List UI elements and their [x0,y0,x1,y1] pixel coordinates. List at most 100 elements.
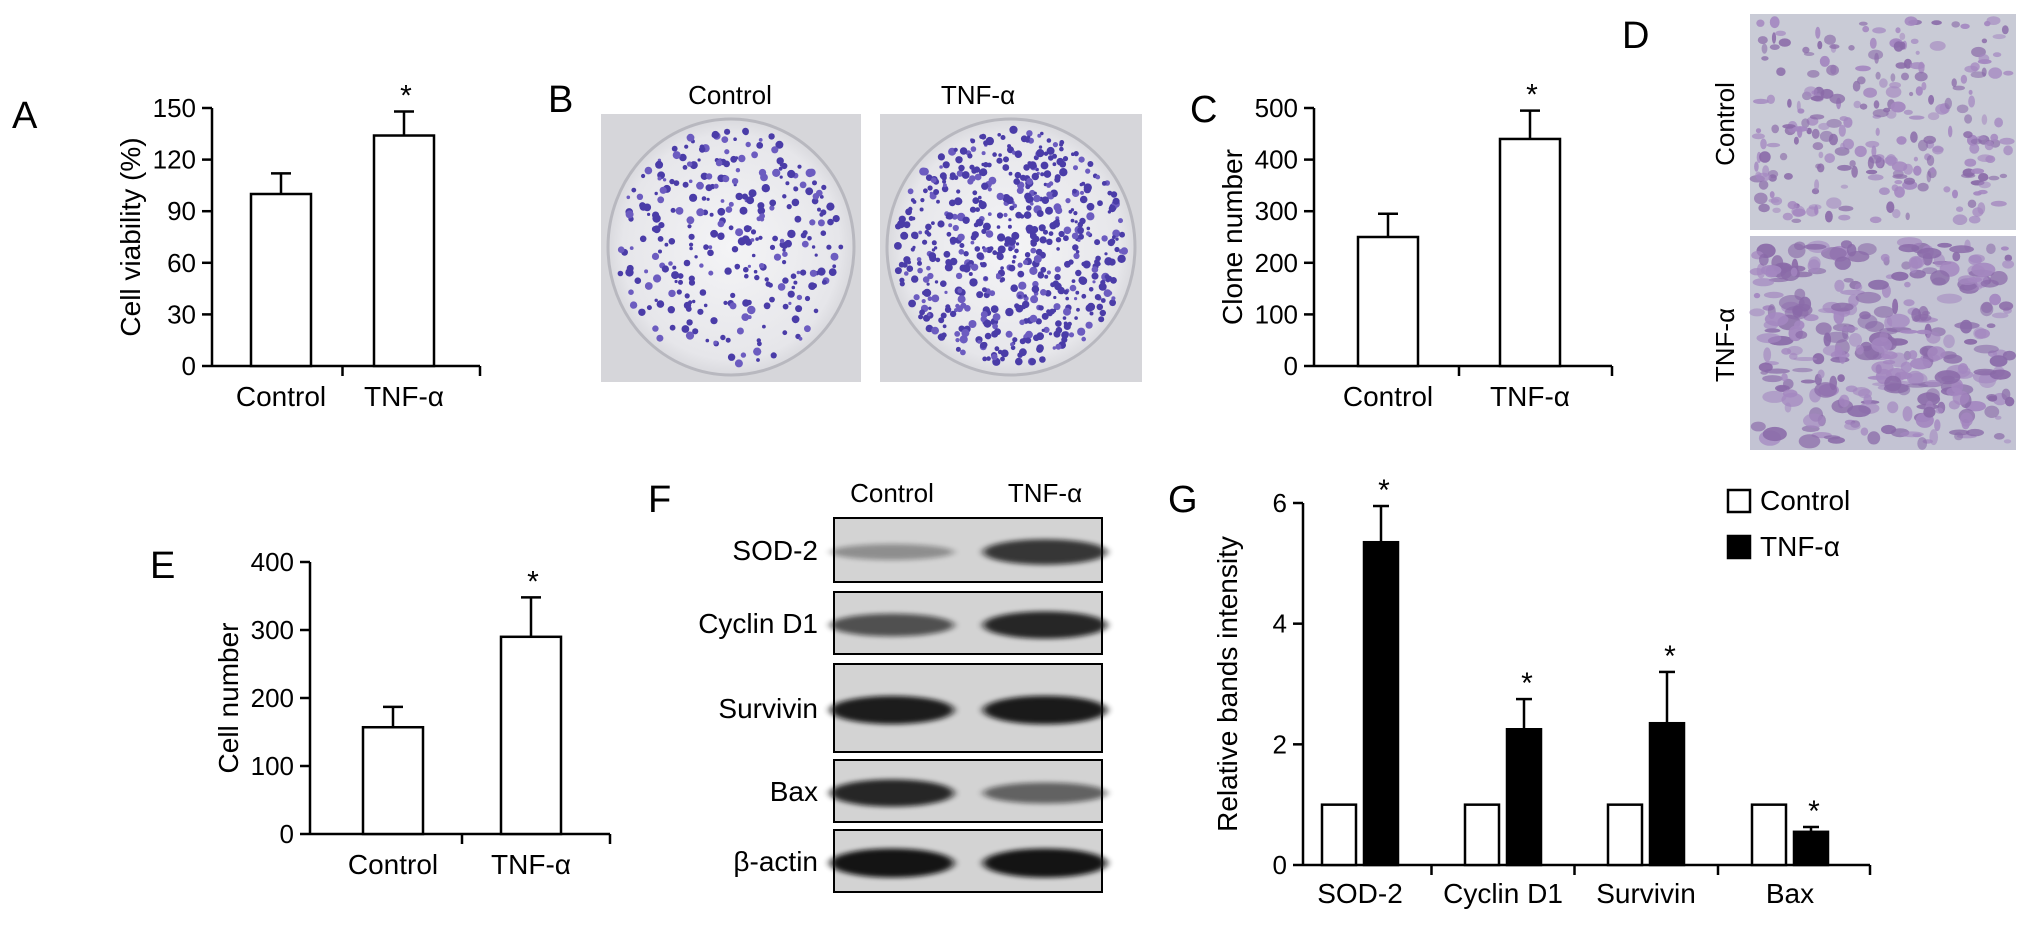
colony-dot [946,231,952,237]
cell-blob [1786,345,1803,356]
colony-dot [657,176,662,181]
colony-dot [821,279,827,285]
colony-dot [758,168,767,177]
cell-blob [1994,117,2003,128]
colony-dot [647,212,651,216]
western-blot: Control TNF-α SOD-2 Cyclin D1 Survivin Bax β… [698,478,1107,893]
colony-dot [1032,280,1039,288]
colony-dot [955,346,961,352]
colony-dot [919,167,928,176]
colony-dot [982,247,988,253]
colony-dot [735,168,741,173]
colony-dot [638,308,646,316]
colony-dot [735,192,743,201]
cell-blob [2003,70,2014,76]
colony-dot [1014,248,1019,254]
cell-blob [1903,109,1913,115]
colony-dot [985,230,994,238]
colony-dot [796,294,803,301]
cell-blob [1887,401,1899,414]
colony-dot [684,293,690,299]
colony-dot [1073,151,1079,157]
y-tick-label: 0 [280,819,294,849]
colony-dot [1018,294,1022,299]
colony-dot [1012,255,1017,259]
cell-blob [1894,180,1903,185]
wb-band-control [830,613,954,637]
colony-dot [812,180,817,186]
cell-blob [1781,348,1792,355]
colony-dot [1038,305,1044,311]
colony-dot [782,248,786,252]
panel-label-b: B [548,79,573,121]
colony-dot [1055,343,1062,350]
wb-column-tnf: TNF-α [1008,478,1082,508]
cell-blob [1814,179,1820,191]
colony-dot [984,276,988,281]
colony-dot [940,280,947,288]
cell-blob [1949,429,1970,436]
colony-dot [793,280,798,285]
colony-dot [1026,178,1033,185]
cell-blob [1932,145,1944,155]
cell-blob [1838,214,1851,221]
colony-dot [683,301,692,310]
cell-blob [1862,25,1870,33]
colony-dot [1059,140,1065,145]
colony-dot [958,249,965,255]
cell-blob [1792,126,1808,132]
cell-blob [1978,181,1991,189]
colony-dot [1009,125,1018,134]
colony-dot [641,173,646,179]
colony-dot [817,267,826,276]
cell-blob [1911,308,1922,322]
colony-dot [662,178,667,182]
chart-relative-bands-intensity: 0 2 4 6 Relative bands intensity SOD-2 * Cyclin… [1212,474,1872,909]
panel-label-a: A [12,95,38,137]
cell-blob [1949,245,1974,254]
colony-dot [936,199,940,204]
cell-blob [1828,133,1838,146]
colony-dot [782,260,787,265]
cell-blob [1952,251,1961,262]
colony-dot [921,299,926,304]
colony-dot [996,157,1003,164]
chart-cell-number: 0 100 200 300 400 Cell number Control TNF-α * [213,547,612,880]
cell-blob [1952,189,1958,199]
cell-blob [1795,330,1808,339]
colony-dot [715,159,723,167]
cell-blob [1758,180,1769,190]
cell-blob [1969,143,1980,154]
cell-blob [1943,186,1951,193]
colony-dot [1005,330,1013,338]
colony-dot [1077,221,1084,228]
colony-dot [703,303,708,308]
colony-dot [996,273,1000,277]
bar [372,134,436,368]
cell-blob [1837,374,1845,382]
colony-dot [717,220,725,228]
colony-dot [992,354,997,360]
colony-dot [1054,266,1061,273]
cell-blob [2000,246,2009,251]
colony-dot [1078,233,1084,240]
y-tick-label: 200 [251,683,294,713]
cell-blob [1986,16,2001,25]
colony-dot [1036,149,1045,158]
colony-dot [728,201,734,207]
cell-blob [1986,323,1996,329]
colony-dot [656,334,664,342]
colony-dot [996,192,1004,201]
cell-blob [1900,361,1912,373]
colony-dot [1073,211,1078,216]
colony-dot [931,240,937,246]
colony-dot [926,265,931,271]
colony-dot [813,308,819,314]
cell-blob [1771,32,1777,44]
colony-dot [689,246,693,251]
colony-dot [1063,289,1069,295]
colony-dot [1026,135,1031,139]
colony-formation-photos: Control TNF-α [601,80,1142,382]
